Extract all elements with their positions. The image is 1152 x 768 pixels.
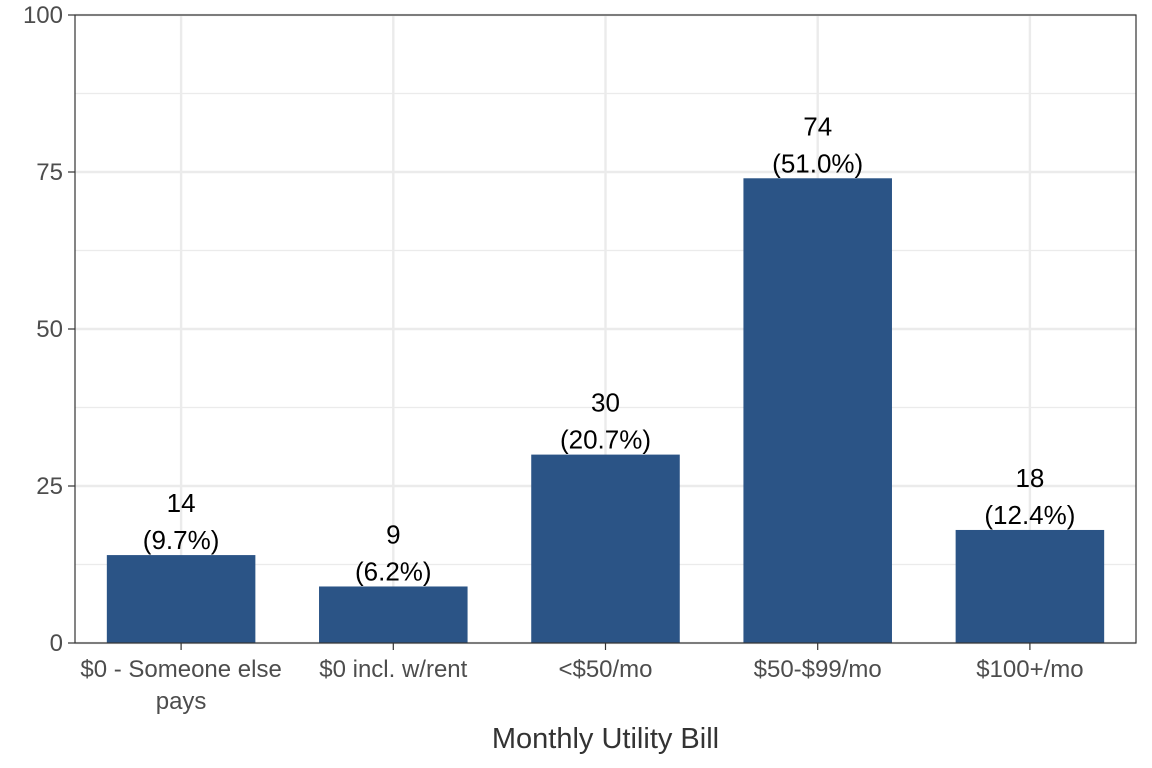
x-tick-label-line: $0 - Someone else	[80, 656, 281, 683]
bar	[319, 586, 468, 643]
bar	[955, 529, 1105, 643]
data-label-line: (6.2%)	[355, 556, 432, 586]
data-label-line: 14	[167, 488, 196, 518]
y-tick-label: 75	[36, 159, 63, 186]
x-tick-label: $50-$99/mo	[754, 656, 882, 683]
x-tick-label-line: pays	[156, 688, 207, 715]
data-label-line: (9.7%)	[143, 525, 220, 555]
data-label-line: (20.7%)	[560, 425, 651, 455]
y-tick-label: 100	[23, 2, 63, 29]
axes: 0 25 50 75 100 $0 - Someone else pays $0 incl. …	[23, 2, 1084, 715]
data-label-line: 9	[386, 519, 400, 549]
bar-value-label: 9 (6.2%)	[355, 519, 432, 586]
x-tick-label: $100+/mo	[976, 656, 1083, 683]
bars	[106, 178, 1105, 643]
x-tick-label-line: <$50/mo	[558, 656, 652, 683]
x-tick-label-line: $100+/mo	[976, 656, 1083, 683]
y-tick-label: 25	[36, 473, 63, 500]
x-axis-title: Monthly Utility Bill	[492, 723, 719, 755]
data-label-line: 18	[1015, 463, 1044, 493]
data-labels: 14 (9.7%) 9 (6.2%) 30 (20.7%) 74 (51.0%) 18 (12.4…	[143, 111, 1076, 586]
data-label-line: 30	[591, 388, 620, 418]
bar-value-label: 14 (9.7%)	[143, 488, 220, 555]
x-tick-label-line: $50-$99/mo	[754, 656, 882, 683]
x-tick-label: <$50/mo	[558, 656, 652, 683]
bar	[743, 178, 892, 643]
y-tick-label: 50	[36, 316, 63, 343]
data-label-line: (12.4%)	[984, 500, 1075, 530]
x-tick-label-line: $0 incl. w/rent	[319, 656, 467, 683]
x-tick-label: $0 - Someone else pays	[80, 656, 281, 715]
bar-value-label: 30 (20.7%)	[560, 388, 651, 455]
x-tick-label: $0 incl. w/rent	[319, 656, 467, 683]
data-label-line: 74	[803, 111, 832, 141]
data-label-line: (51.0%)	[772, 148, 863, 178]
y-tick-label: 0	[50, 630, 63, 657]
bar	[531, 454, 680, 643]
bar	[106, 555, 256, 643]
bar-value-label: 18 (12.4%)	[984, 463, 1075, 530]
bar-value-label: 74 (51.0%)	[772, 111, 863, 178]
